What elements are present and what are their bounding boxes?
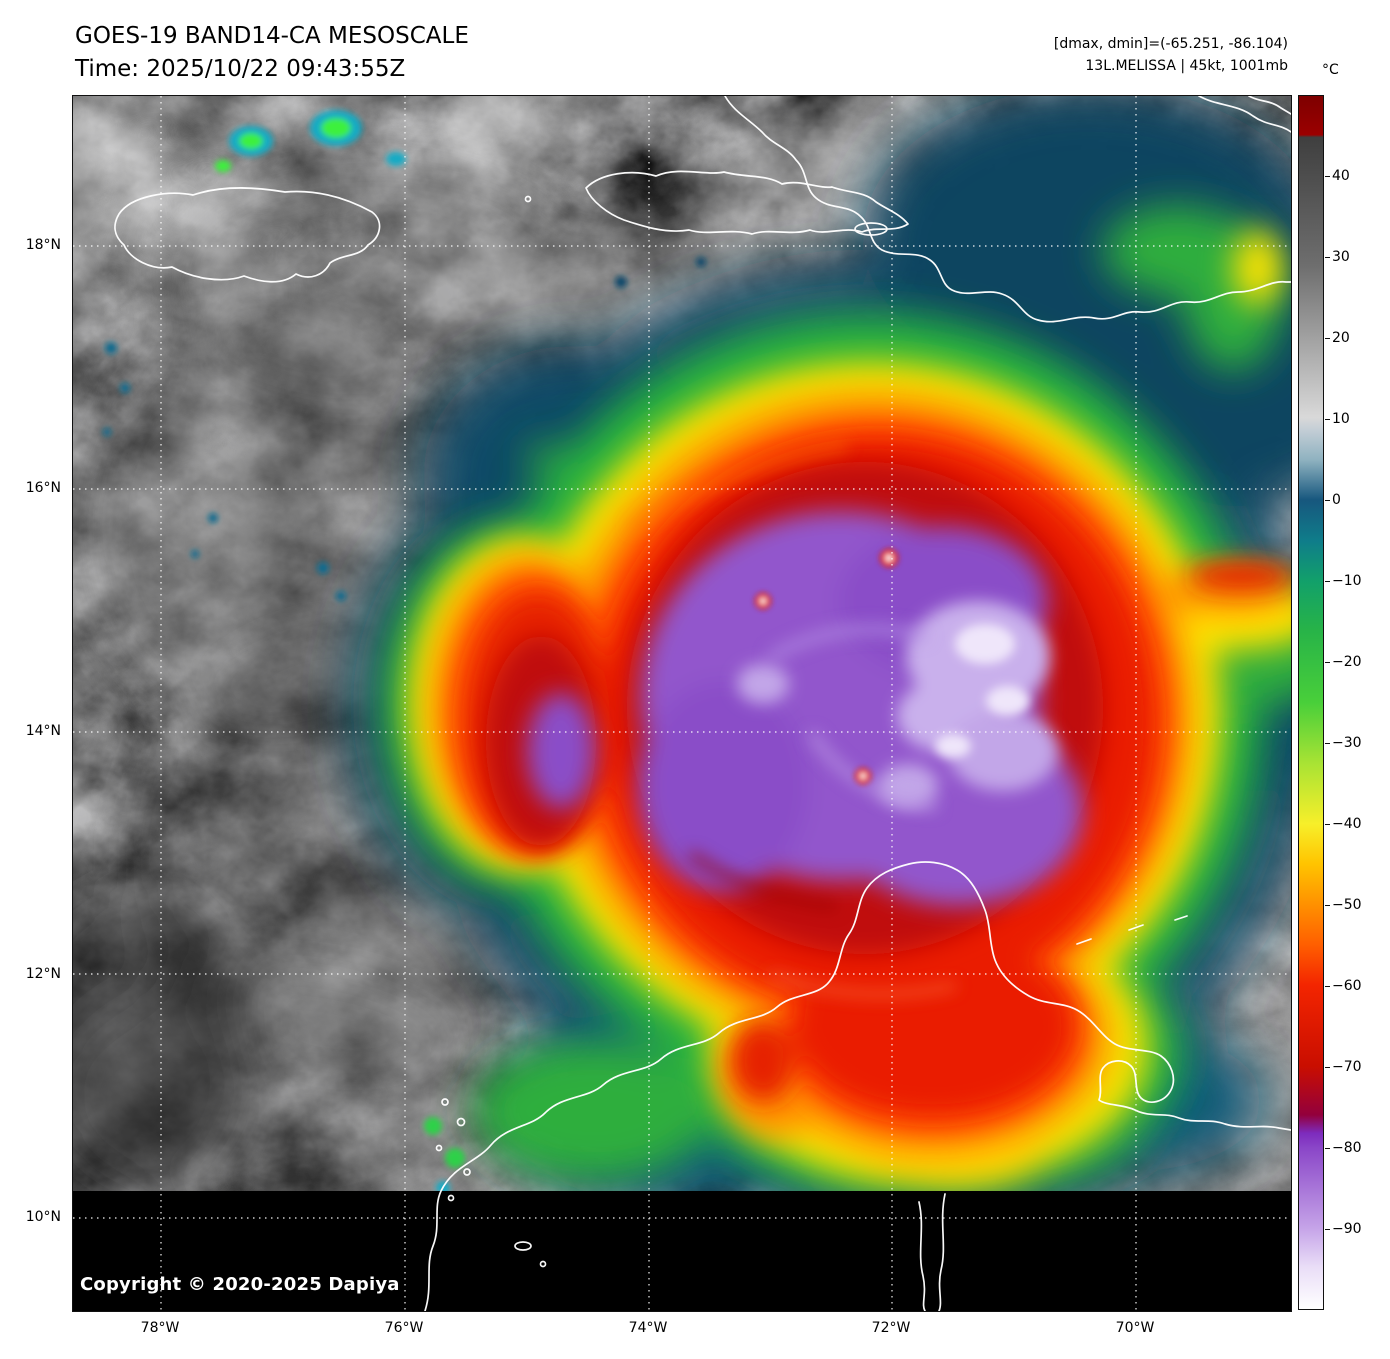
cbar-tick-m30: −30 <box>1325 735 1362 751</box>
lon-label-70w: 70°W <box>1115 1320 1155 1336</box>
title-line2: Time: 2025/10/22 09:43:55Z <box>75 55 406 82</box>
cbar-tick-m40: −40 <box>1325 816 1362 832</box>
lat-label-12n: 12°N <box>25 966 61 982</box>
coastlines <box>114 96 1291 1311</box>
coastline-small-islands <box>435 915 1188 1268</box>
coastline-haiti-peninsula <box>585 170 909 235</box>
cbar-tick-0: 0 <box>1325 492 1341 508</box>
cbar-tick-m70: −70 <box>1325 1059 1362 1075</box>
copyright-watermark: Copyright © 2020-2025 Dapiya <box>80 1274 400 1295</box>
cbar-tick-m80: −80 <box>1325 1140 1362 1156</box>
colorbar-gradient <box>1298 95 1324 1310</box>
dmax-dmin-readout: [dmax, dmin]=(-65.251, -86.104) <box>1053 36 1288 52</box>
lat-label-14n: 14°N <box>25 723 61 739</box>
lon-label-74w: 74°W <box>628 1320 668 1336</box>
longitude-axis: 78°W 76°W 74°W 72°W 70°W <box>0 1320 1390 1344</box>
colorbar-ticks: 40 30 20 10 0 −10 −20 −30 −40 −50 −60 −7… <box>1325 95 1382 1310</box>
cbar-tick-m90: −90 <box>1325 1221 1362 1237</box>
storm-stats: [dmax, dmin]=(-65.251, -86.104) 13L.MELIS… <box>1054 34 1288 77</box>
lon-label-76w: 76°W <box>384 1320 424 1336</box>
satellite-plot <box>72 95 1292 1312</box>
cbar-tick-m10: −10 <box>1325 573 1362 589</box>
coastline-hispaniola <box>724 96 1291 323</box>
coastline-gonave-island <box>854 222 888 236</box>
cbar-tick-m50: −50 <box>1325 897 1362 913</box>
coastline-maracaibo-east <box>938 1193 946 1311</box>
colorbar-unit: °C <box>1322 62 1339 78</box>
lat-label-16n: 16°N <box>25 480 61 496</box>
lat-label-18n: 18°N <box>25 237 61 253</box>
coastline-maracaibo-west <box>918 1201 926 1311</box>
coastline-cuba-2 <box>1248 96 1291 115</box>
lon-label-72w: 72°W <box>871 1320 911 1336</box>
cbar-tick-30: 30 <box>1325 249 1350 265</box>
title-line1: GOES-19 BAND14-CA MESOSCALE <box>75 23 469 49</box>
cbar-tick-10: 10 <box>1325 411 1350 427</box>
satellite-image <box>73 96 1291 1311</box>
lon-label-78w: 78°W <box>140 1320 180 1336</box>
cbar-tick-m60: −60 <box>1325 978 1362 994</box>
coastline-south-america <box>424 861 1291 1311</box>
coastline-navassa <box>524 195 532 203</box>
cbar-tick-40: 40 <box>1325 168 1350 184</box>
cbar-tick-m20: −20 <box>1325 654 1362 670</box>
scan-edge-black-strip <box>73 1191 1291 1311</box>
storm-id-readout: 13L.MELISSA | 45kt, 1001mb <box>1085 57 1288 74</box>
lat-label-10n: 10°N <box>25 1209 61 1225</box>
convective-specks <box>103 110 898 1195</box>
latitude-axis: 18°N 16°N 14°N 12°N 10°N <box>0 0 66 1359</box>
cbar-tick-20: 20 <box>1325 330 1350 346</box>
coastline-cuba <box>1198 96 1291 133</box>
graticule <box>73 96 1291 1311</box>
coastline-jamaica <box>114 187 381 283</box>
hurricane-core-coldest-white <box>935 624 1030 758</box>
image-title: GOES-19 BAND14-CA MESOSCALE Time: 2025/10… <box>75 20 469 85</box>
